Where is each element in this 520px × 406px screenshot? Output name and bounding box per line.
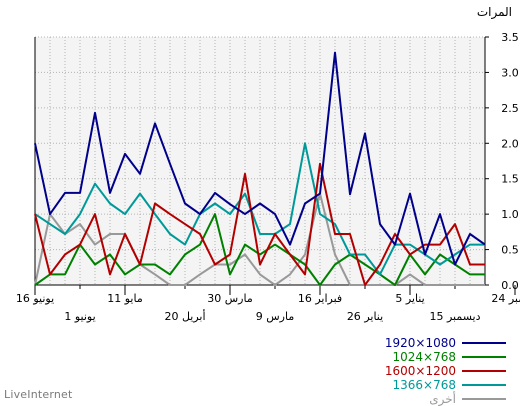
x-tick-label: 1 يونيو <box>64 310 95 323</box>
legend-swatch <box>462 342 506 344</box>
y-tick-label: 3.0 <box>501 66 519 79</box>
x-tick-label: 26 يناير <box>347 310 383 323</box>
liveinternet-watermark: LiveInternet <box>4 388 73 401</box>
y-tick-label: 1.5 <box>501 173 519 186</box>
y-tick-label: 0.0 <box>501 279 519 292</box>
y-axis-unit-label: المرات <box>476 5 512 19</box>
series-line <box>34 51 486 266</box>
legend-item: أخرى <box>385 392 506 406</box>
series-line <box>34 192 485 286</box>
y-tick-label: 3.5 <box>501 31 519 44</box>
x-tick-label: 16 فبراير <box>298 292 342 305</box>
legend-item: 1920×1080 <box>385 336 506 350</box>
x-tick-label: 16 يونيو <box>16 292 54 305</box>
legend-label: 1366×768 <box>392 378 457 392</box>
legend-swatch <box>462 384 506 386</box>
x-tick-label: 24 نوفمبر <box>491 292 520 305</box>
legend-swatch <box>462 356 506 358</box>
legend-label: 1024×768 <box>392 350 457 364</box>
y-tick-label: 2.0 <box>501 137 519 150</box>
legend-label: أخرى <box>429 392 456 406</box>
y-tick-label: 2.5 <box>501 102 519 115</box>
legend-item: 1600×1200 <box>385 364 506 378</box>
y-tick-label: 0.5 <box>501 244 519 257</box>
x-tick-label: 15 ديسمبر <box>429 310 480 323</box>
legend-label: 1920×1080 <box>384 336 456 350</box>
x-tick-label: 30 مارس <box>207 292 253 305</box>
x-tick-label: 5 يناير <box>395 292 424 305</box>
x-tick-label: 9 مارس <box>256 310 295 323</box>
x-tick-label: 20 أبريل <box>164 309 205 323</box>
x-tick-label: 11 مايو <box>107 292 143 305</box>
series-line <box>34 162 485 286</box>
legend-swatch <box>462 398 506 400</box>
legend-label: 1600×1200 <box>384 364 456 378</box>
legend-item: 1024×768 <box>385 350 506 364</box>
legend-swatch <box>462 370 506 372</box>
y-tick-label: 1.0 <box>501 208 519 221</box>
series-line <box>34 142 485 276</box>
chart-legend: 1920×1080 1024×768 1600×1200 1366×768 أخرى <box>385 336 506 406</box>
legend-item: 1366×768 <box>385 378 506 392</box>
